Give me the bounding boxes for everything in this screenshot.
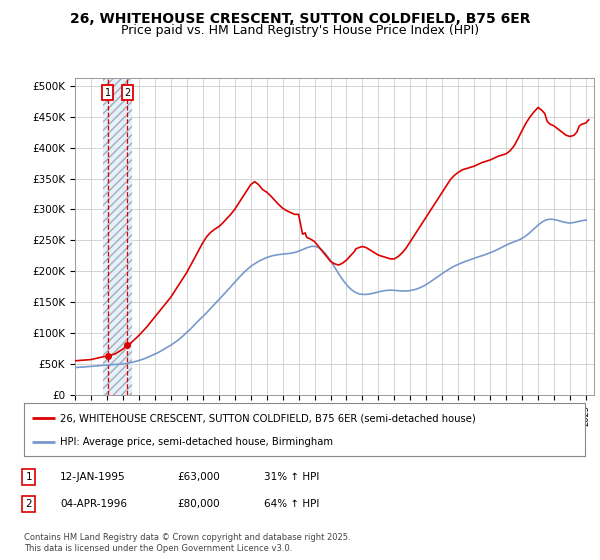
- Text: 12-JAN-1995: 12-JAN-1995: [60, 472, 125, 482]
- Text: Price paid vs. HM Land Registry's House Price Index (HPI): Price paid vs. HM Land Registry's House …: [121, 24, 479, 36]
- Bar: [103, 78, 132, 395]
- Bar: [103, 78, 132, 395]
- Text: 2: 2: [124, 88, 130, 98]
- Text: £63,000: £63,000: [177, 472, 220, 482]
- Text: 1: 1: [104, 88, 110, 98]
- Text: HPI: Average price, semi-detached house, Birmingham: HPI: Average price, semi-detached house,…: [61, 436, 334, 446]
- Text: 26, WHITEHOUSE CRESCENT, SUTTON COLDFIELD, B75 6ER: 26, WHITEHOUSE CRESCENT, SUTTON COLDFIEL…: [70, 12, 530, 26]
- Text: 31% ↑ HPI: 31% ↑ HPI: [264, 472, 319, 482]
- Text: 1: 1: [25, 472, 32, 482]
- Text: 2: 2: [25, 499, 32, 509]
- Text: 26, WHITEHOUSE CRESCENT, SUTTON COLDFIELD, B75 6ER (semi-detached house): 26, WHITEHOUSE CRESCENT, SUTTON COLDFIEL…: [61, 413, 476, 423]
- Text: 04-APR-1996: 04-APR-1996: [60, 499, 127, 509]
- Text: Contains HM Land Registry data © Crown copyright and database right 2025.
This d: Contains HM Land Registry data © Crown c…: [24, 533, 350, 553]
- Text: 64% ↑ HPI: 64% ↑ HPI: [264, 499, 319, 509]
- Text: £80,000: £80,000: [177, 499, 220, 509]
